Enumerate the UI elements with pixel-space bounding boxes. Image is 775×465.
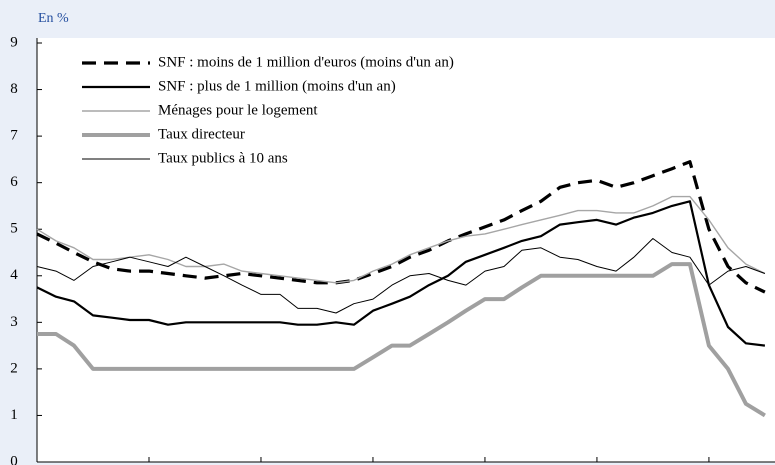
y-tick-label: 4: [10, 267, 18, 283]
series-line: [36, 200, 766, 347]
x-tick-label: 2005: [246, 463, 276, 465]
legend-label: Taux directeur: [158, 126, 245, 142]
series-line: [36, 238, 766, 314]
y-tick-label: 3: [10, 314, 18, 330]
x-tick-label: 2003: [22, 463, 52, 465]
series-line: [36, 195, 766, 284]
x-tick-label: 2007: [470, 463, 501, 465]
legend-label: Taux publics à 10 ans: [158, 150, 288, 166]
y-tick-label: 9: [10, 34, 18, 50]
y-tick-label: 2: [10, 360, 18, 376]
y-tick-label: 6: [10, 174, 18, 190]
y-tick-label: 1: [10, 407, 18, 423]
series-line: [37, 262, 766, 418]
y-tick-label: 8: [10, 81, 18, 97]
legend-label: SNF : plus de 1 million (moins d'un an): [158, 78, 396, 94]
x-tick-label: 2006: [358, 463, 389, 465]
x-tick-label: 2009: [694, 463, 724, 465]
x-tick-label: 2008: [582, 463, 612, 465]
plot-area: [37, 38, 775, 462]
y-tick-label: 5: [10, 221, 18, 237]
x-tick-label: 2004: [134, 463, 165, 465]
y-tick-label: 7: [10, 128, 18, 144]
series-line: [36, 160, 766, 294]
legend-label: Ménages pour le logement: [158, 102, 318, 118]
legend-label: SNF : moins de 1 million d'euros (moins …: [158, 54, 454, 70]
y-tick-label: 0: [10, 453, 18, 465]
unit-label: En %: [38, 11, 69, 26]
